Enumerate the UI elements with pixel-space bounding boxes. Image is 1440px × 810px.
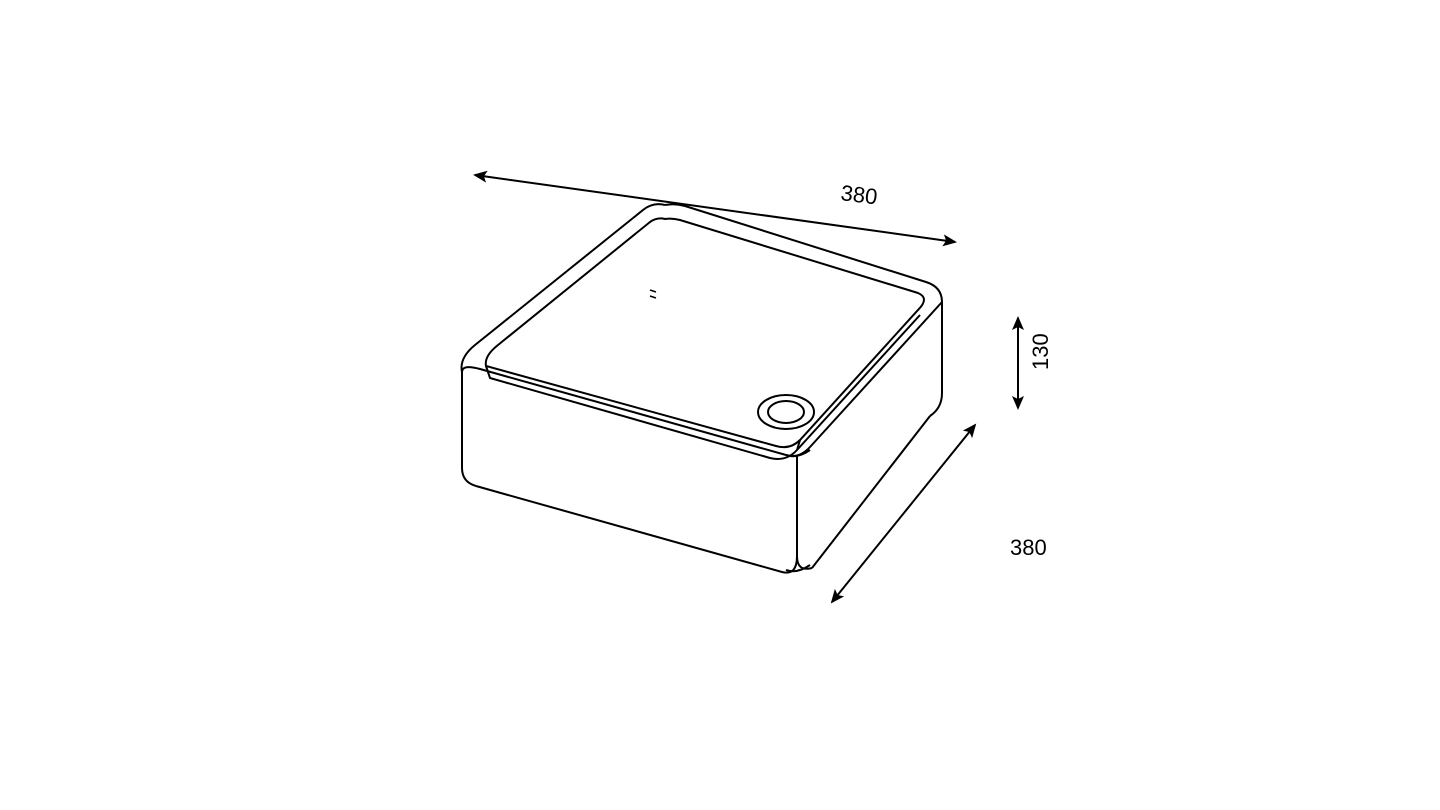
dimension-line-width-top	[475, 175, 955, 242]
basin-edge-front-left-top	[462, 367, 786, 455]
basin-inner-tick	[650, 290, 656, 298]
dimension-label-width-top: 380	[839, 180, 878, 209]
basin-dimensions-diagram: 380 380 130	[0, 0, 1440, 810]
basin-bottom-front	[476, 486, 797, 573]
basin-vertical-front-right	[797, 456, 812, 569]
dimension-label-height: 130	[1028, 333, 1053, 370]
basin-inner-floor	[486, 315, 920, 459]
basin-vertical-back-right	[930, 302, 942, 416]
basin-bottom-right	[812, 416, 930, 568]
drain-inner	[768, 401, 804, 423]
basin-edge-right-front-top	[786, 302, 942, 456]
basin-inner-rim	[486, 218, 924, 447]
dimension-label-depth-right: 380	[1010, 535, 1047, 560]
basin-outer-rim	[460, 204, 944, 454]
basin-edge-back-left	[462, 204, 665, 372]
basin-vertical-front-left	[462, 372, 476, 486]
